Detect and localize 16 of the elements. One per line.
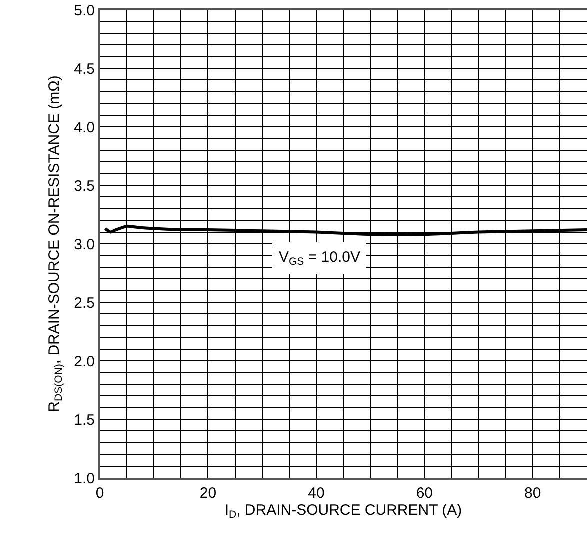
y-tick-label: 1.5 xyxy=(74,412,95,429)
y-tick-label: 3.5 xyxy=(74,178,95,195)
x-tick-label: 60 xyxy=(416,485,434,502)
x-tick-label: 80 xyxy=(524,485,542,502)
y-tick-label: 1.0 xyxy=(74,470,95,488)
y-tick-label: 2.5 xyxy=(74,294,95,312)
x-tick-label: 0 xyxy=(96,485,104,502)
x-tick-label: 40 xyxy=(308,485,325,502)
y-tick-label: 4.5 xyxy=(74,60,95,78)
y-tick-label: 4.0 xyxy=(74,119,95,136)
y-tick-label: 2.0 xyxy=(74,353,95,370)
y-tick-label: 5.0 xyxy=(74,2,95,20)
x-axis-title: I$_{D}$, DRAIN-SOURCE CURRENT (A) xyxy=(224,502,462,522)
annotation: V$_{GS}$ = 10.0V xyxy=(279,249,360,268)
x-tick-label: 20 xyxy=(200,485,217,502)
y-tick-label: 3.0 xyxy=(74,236,95,254)
